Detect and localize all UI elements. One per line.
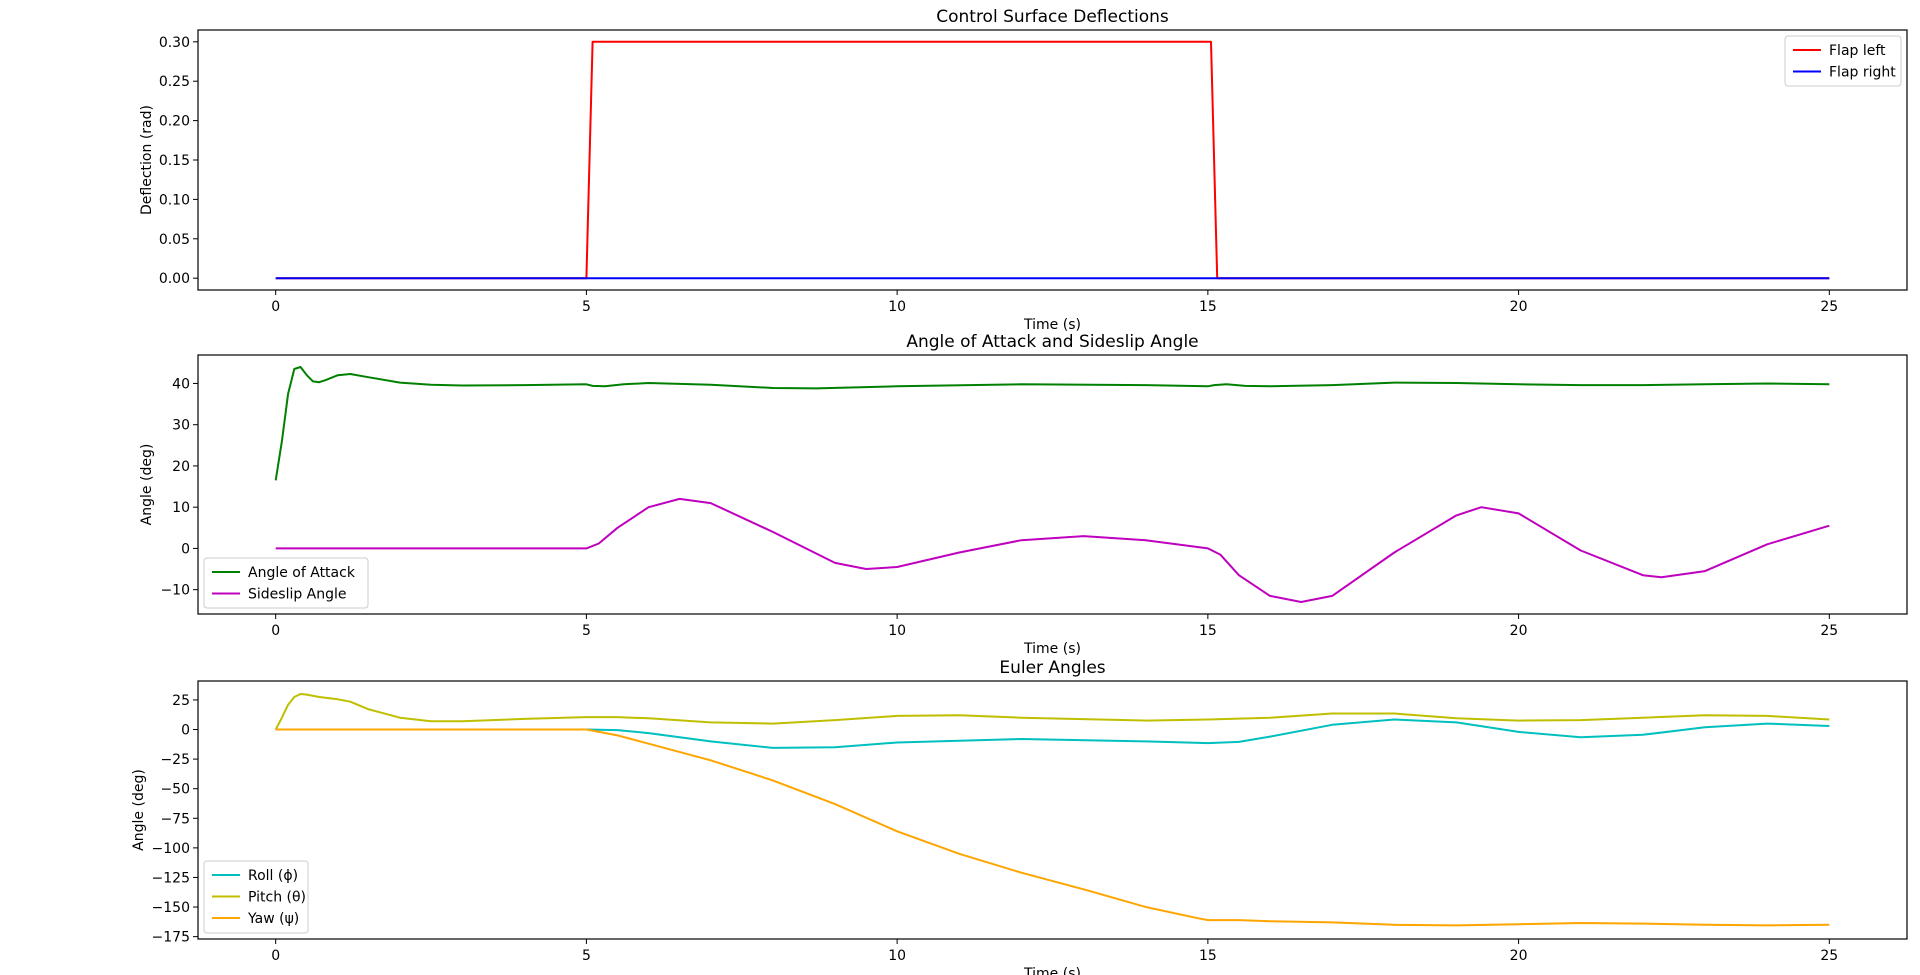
x-tick-label: 5 xyxy=(582,623,591,639)
x-tick-label: 20 xyxy=(1510,948,1528,964)
legend-entry: Roll (ϕ) xyxy=(248,868,298,884)
x-tick-label: 20 xyxy=(1510,623,1528,639)
x-tick-label: 10 xyxy=(888,623,906,639)
y-tick-label: 0.30 xyxy=(159,35,190,51)
x-tick-label: 25 xyxy=(1820,299,1838,315)
x-tick-label: 0 xyxy=(271,948,280,964)
legend-entry: Yaw (ψ) xyxy=(247,911,299,927)
legend-entry: Sideslip Angle xyxy=(248,587,347,603)
y-tick-label: 20 xyxy=(172,459,190,475)
legend: Roll (ϕ) Pitch (θ) Yaw (ψ) xyxy=(203,860,309,934)
y-tick-label: −75 xyxy=(160,811,190,827)
axes-frame xyxy=(197,354,1908,615)
x-tick-label: 5 xyxy=(582,948,591,964)
series-line-flap-left xyxy=(275,40,1830,280)
y-tick-label: −25 xyxy=(160,752,190,768)
y-tick-label: −50 xyxy=(160,782,190,798)
y-tick-label: 0.25 xyxy=(159,74,190,90)
y-axis-label: Deflection (rad) xyxy=(139,105,155,215)
y-tick-label: 10 xyxy=(172,500,190,516)
y-tick-label: 0 xyxy=(181,723,190,739)
axes-frame xyxy=(197,680,1908,940)
subplot-1: Control Surface Deflections 0 5 10 15 20 25 0.0… xyxy=(139,7,1908,333)
x-tick-label: 15 xyxy=(1199,623,1217,639)
y-tick-label: 30 xyxy=(172,418,190,434)
x-axis-label: Time (s) xyxy=(1023,317,1081,333)
y-tick-label: 25 xyxy=(172,693,190,709)
y-tick-label: −10 xyxy=(160,583,190,599)
y-tick-label: 0 xyxy=(181,541,190,557)
series-line-pitch xyxy=(274,693,1830,730)
x-tick-label: 10 xyxy=(888,299,906,315)
legend-box xyxy=(203,860,309,934)
legend-entry: Angle of Attack xyxy=(248,565,356,581)
y-axis-label: Angle (deg) xyxy=(131,769,147,851)
legend-box xyxy=(203,557,369,609)
axes-frame xyxy=(197,29,1908,291)
series-line-roll xyxy=(275,718,1830,749)
x-axis-label: Time (s) xyxy=(1023,641,1081,657)
legend: Angle of Attack Sideslip Angle xyxy=(203,557,369,609)
y-tick-label: −100 xyxy=(152,841,190,857)
y-tick-label: −150 xyxy=(152,900,190,916)
x-tick-label: 10 xyxy=(888,948,906,964)
legend-entry: Flap left xyxy=(1829,43,1886,59)
subplot-2: Angle of Attack and Sideslip Angle 0 5 10 15… xyxy=(139,332,1908,657)
legend-entry: Pitch (θ) xyxy=(248,890,306,906)
x-tick-label: 0 xyxy=(271,623,280,639)
y-tick-label: 0.20 xyxy=(159,114,190,130)
y-axis-label: Angle (deg) xyxy=(139,444,155,526)
y-tick-label: 40 xyxy=(172,376,190,392)
chart-title: Angle of Attack and Sideslip Angle xyxy=(906,332,1198,352)
x-tick-label: 5 xyxy=(582,299,591,315)
y-tick-label: −125 xyxy=(152,870,190,886)
chart-title: Euler Angles xyxy=(999,658,1105,678)
legend-entry: Flap right xyxy=(1829,65,1896,81)
series-line-yaw xyxy=(275,728,1830,927)
y-tick-label: −175 xyxy=(152,930,190,946)
x-axis-label: Time (s) xyxy=(1023,966,1081,975)
series-line-sideslip-angle xyxy=(275,497,1830,603)
y-tick-label: 0.15 xyxy=(159,153,190,169)
y-tick-label: 0.05 xyxy=(159,232,190,248)
y-tick-label: 0.10 xyxy=(159,192,190,208)
x-tick-label: 20 xyxy=(1510,299,1528,315)
x-tick-label: 15 xyxy=(1199,948,1217,964)
legend-box xyxy=(1784,35,1902,87)
legend: Flap left Flap right xyxy=(1784,35,1902,87)
y-tick-label: 0.00 xyxy=(159,271,190,287)
chart-title: Control Surface Deflections xyxy=(936,7,1169,27)
x-tick-label: 0 xyxy=(271,299,280,315)
series-line-angle-of-attack xyxy=(274,366,1830,481)
subplot-3: Euler Angles 0 5 10 15 20 25 −175 −150 −125 −100 −7… xyxy=(131,658,1908,975)
x-tick-label: 25 xyxy=(1820,623,1838,639)
x-tick-label: 15 xyxy=(1199,299,1217,315)
x-tick-label: 25 xyxy=(1820,948,1838,964)
